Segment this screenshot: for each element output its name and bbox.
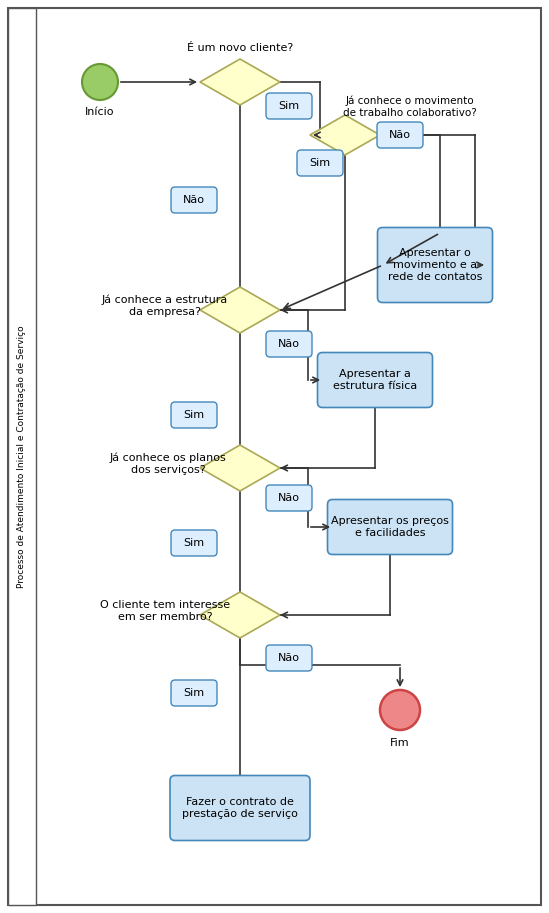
Text: Apresentar os preços
e facilidades: Apresentar os preços e facilidades xyxy=(331,516,449,538)
Text: Processo de Atendimento Inicial e Contratação de Serviço: Processo de Atendimento Inicial e Contra… xyxy=(18,325,26,588)
FancyBboxPatch shape xyxy=(378,227,492,302)
Text: Não: Não xyxy=(389,130,411,140)
Text: Sim: Sim xyxy=(278,101,300,111)
Text: O cliente tem interesse
em ser membro?: O cliente tem interesse em ser membro? xyxy=(100,600,230,622)
Text: Já conhece a estrutura
da empresa?: Já conhece a estrutura da empresa? xyxy=(102,295,228,317)
Circle shape xyxy=(82,64,118,100)
FancyBboxPatch shape xyxy=(171,402,217,428)
Circle shape xyxy=(380,690,420,730)
Text: Fim: Fim xyxy=(390,738,410,748)
Bar xyxy=(8,8,36,905)
Text: Não: Não xyxy=(278,653,300,663)
Polygon shape xyxy=(200,592,280,638)
FancyBboxPatch shape xyxy=(266,93,312,119)
FancyBboxPatch shape xyxy=(171,530,217,556)
Text: Não: Não xyxy=(278,493,300,503)
Polygon shape xyxy=(310,115,380,155)
Text: Não: Não xyxy=(183,195,205,205)
FancyBboxPatch shape xyxy=(377,122,423,148)
FancyBboxPatch shape xyxy=(297,150,343,176)
Text: Apresentar o
movimento e a
rede de contatos: Apresentar o movimento e a rede de conta… xyxy=(388,248,482,281)
Polygon shape xyxy=(200,445,280,491)
Text: Já conhece os planos
dos serviços?: Já conhece os planos dos serviços? xyxy=(110,453,226,475)
Polygon shape xyxy=(200,59,280,105)
Text: Fazer o contrato de
prestação de serviço: Fazer o contrato de prestação de serviço xyxy=(182,797,298,819)
Text: Sim: Sim xyxy=(183,688,205,698)
FancyBboxPatch shape xyxy=(171,187,217,213)
Text: Sim: Sim xyxy=(310,158,330,168)
FancyBboxPatch shape xyxy=(266,485,312,511)
FancyBboxPatch shape xyxy=(328,499,452,554)
FancyBboxPatch shape xyxy=(171,680,217,706)
Text: Sim: Sim xyxy=(183,538,205,548)
FancyBboxPatch shape xyxy=(317,352,433,407)
Text: Apresentar a
estrutura física: Apresentar a estrutura física xyxy=(333,369,417,391)
FancyBboxPatch shape xyxy=(170,775,310,841)
Text: Não: Não xyxy=(278,339,300,349)
FancyBboxPatch shape xyxy=(266,331,312,357)
Text: Início: Início xyxy=(85,107,115,117)
Text: Sim: Sim xyxy=(183,410,205,420)
FancyBboxPatch shape xyxy=(266,645,312,671)
Polygon shape xyxy=(200,287,280,333)
Text: Já conhece o movimento
de trabalho colaborativo?: Já conhece o movimento de trabalho colab… xyxy=(343,96,477,118)
Text: É um novo cliente?: É um novo cliente? xyxy=(187,43,293,53)
